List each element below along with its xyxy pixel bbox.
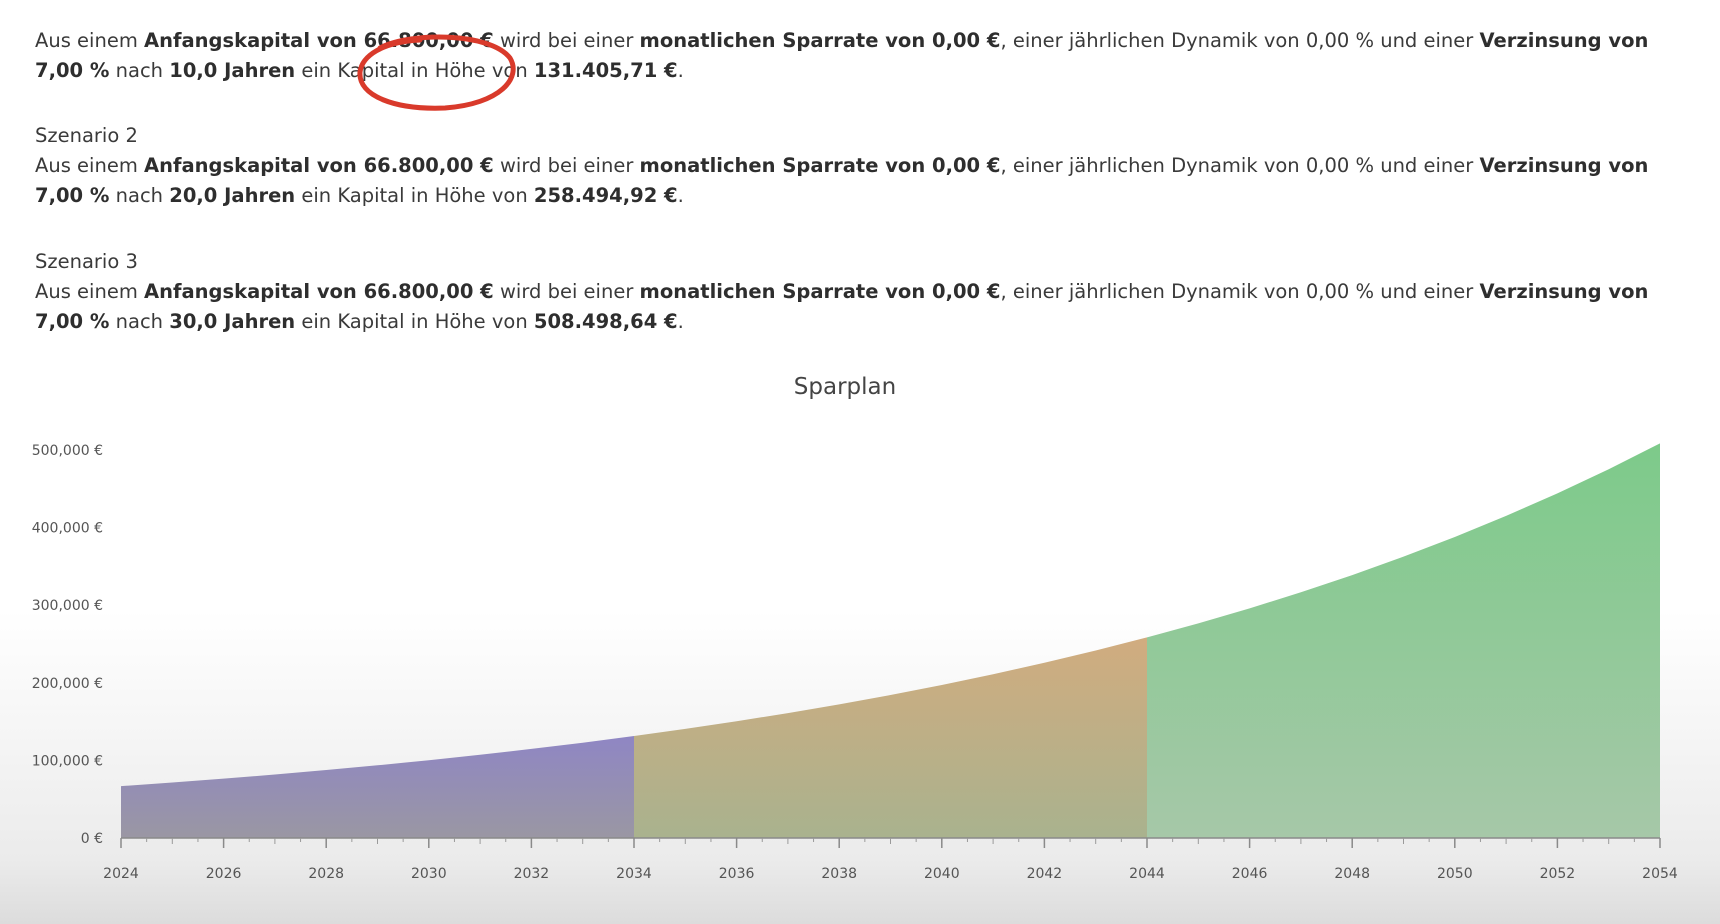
x-tick-label: 2052 xyxy=(1540,866,1576,882)
initial-capital: Anfangskapital von 66.800,00 € xyxy=(144,280,494,303)
y-tick-label: 400,000 € xyxy=(32,521,103,537)
area-series-2 xyxy=(634,637,1147,838)
interest-rate: Verzinsung von 7,00 % xyxy=(35,29,1649,82)
y-tick-label: 100,000 € xyxy=(32,753,103,769)
final-capital: 508.498,64 € xyxy=(533,310,678,333)
x-tick-label: 2024 xyxy=(103,866,139,882)
monthly-rate: monatlichen Sparrate von 0,00 € xyxy=(639,154,1001,177)
scenario-2: Szenario 2 Aus einem Anfangskapital von … xyxy=(35,121,1675,211)
area-series-3 xyxy=(1147,443,1660,838)
final-capital: 258.494,92 € xyxy=(533,184,678,207)
x-tick-label: 2046 xyxy=(1232,866,1268,882)
x-tick-label: 2034 xyxy=(616,866,652,882)
duration: 20,0 Jahren xyxy=(169,184,296,207)
y-tick-label: 500,000 € xyxy=(32,443,103,459)
scenario-3-text: Aus einem Anfangskapital von 66.800,00 €… xyxy=(35,280,1649,333)
x-tick-label: 2050 xyxy=(1437,866,1473,882)
area-series-1 xyxy=(121,736,634,838)
interest-rate: Verzinsung von 7,00 % xyxy=(35,280,1649,333)
duration: 30,0 Jahren xyxy=(169,310,296,333)
x-tick-label: 2042 xyxy=(1027,866,1063,882)
scenario-2-title: Szenario 2 xyxy=(35,124,138,147)
y-tick-label: 0 € xyxy=(81,831,103,847)
x-tick-label: 2054 xyxy=(1642,866,1678,882)
x-tick-label: 2030 xyxy=(411,866,447,882)
monthly-rate: monatlichen Sparrate von 0,00 € xyxy=(639,280,1001,303)
final-capital: 131.405,71 € xyxy=(533,59,678,82)
x-tick-label: 2044 xyxy=(1129,866,1165,882)
duration: 10,0 Jahren xyxy=(169,59,296,82)
x-tick-label: 2028 xyxy=(308,866,344,882)
monthly-rate: monatlichen Sparrate von 0,00 € xyxy=(639,29,1001,52)
scenario-3-title: Szenario 3 xyxy=(35,250,138,273)
interest-rate: Verzinsung von 7,00 % xyxy=(35,154,1649,207)
initial-capital: Anfangskapital von 66.800,00 € xyxy=(144,154,494,177)
scenario-2-text: Aus einem Anfangskapital von 66.800,00 €… xyxy=(35,154,1649,207)
y-tick-label: 300,000 € xyxy=(32,598,103,614)
scenario-3: Szenario 3 Aus einem Anfangskapital von … xyxy=(35,247,1675,337)
x-tick-label: 2036 xyxy=(719,866,755,882)
chart-title: Sparplan xyxy=(793,374,897,400)
x-tick-label: 2038 xyxy=(821,866,857,882)
x-tick-label: 2026 xyxy=(206,866,242,882)
x-tick-label: 2032 xyxy=(514,866,550,882)
x-tick-label: 2040 xyxy=(924,866,960,882)
y-tick-label: 200,000 € xyxy=(32,676,103,692)
x-tick-label: 2048 xyxy=(1334,866,1370,882)
